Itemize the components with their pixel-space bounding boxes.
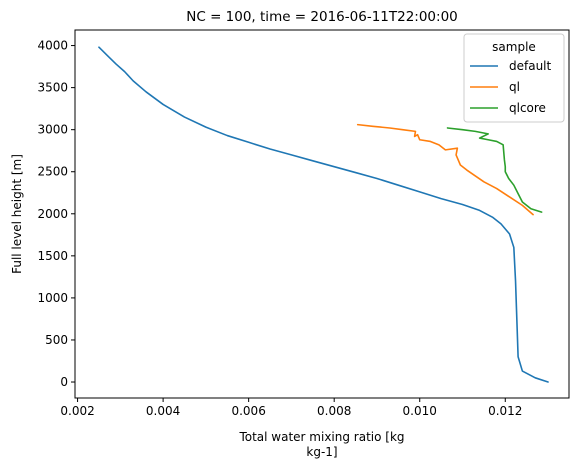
series-line-ql xyxy=(356,123,534,216)
legend-box xyxy=(463,33,565,123)
x-tick-label: 0.004 xyxy=(146,404,180,418)
x-tick-label: 0.002 xyxy=(60,404,94,418)
legend: sample default ql qlcore xyxy=(463,33,565,123)
x-axis-label-line1: Total water mixing ratio [kg xyxy=(238,430,404,444)
y-axis-label: Full level height [m] xyxy=(10,154,24,274)
x-axis-ticks: 0.002 0.004 0.006 0.008 0.010 0.012 xyxy=(60,398,522,418)
y-tick-label: 2500 xyxy=(37,165,68,179)
y-tick-label: 3000 xyxy=(37,123,68,137)
y-tick-label: 1000 xyxy=(37,291,68,305)
y-tick-label: 0 xyxy=(60,375,68,389)
legend-label-ql: ql xyxy=(509,80,520,94)
legend-entries: default ql qlcore xyxy=(470,59,552,115)
x-tick-label: 0.010 xyxy=(403,404,437,418)
legend-label-default: default xyxy=(509,59,552,73)
y-tick-label: 4000 xyxy=(37,39,68,53)
chart-title: NC = 100, time = 2016-06-11T22:00:00 xyxy=(186,9,458,25)
series-line-qlcore xyxy=(446,127,543,213)
y-tick-label: 2000 xyxy=(37,207,68,221)
y-axis-ticks: 0 500 1000 1500 2000 2500 3000 3500 4000 xyxy=(37,39,75,389)
legend-label-qlcore: qlcore xyxy=(509,101,546,115)
series-line-default xyxy=(98,46,549,383)
y-tick-label: 3500 xyxy=(37,81,68,95)
legend-title: sample xyxy=(492,40,536,54)
y-tick-label: 500 xyxy=(45,333,68,347)
x-tick-label: 0.008 xyxy=(317,404,351,418)
x-tick-label: 0.012 xyxy=(488,404,522,418)
plot-area xyxy=(98,46,549,383)
x-axis-label-line2: kg-1] xyxy=(306,445,337,459)
y-tick-label: 1500 xyxy=(37,249,68,263)
x-tick-label: 0.006 xyxy=(231,404,265,418)
